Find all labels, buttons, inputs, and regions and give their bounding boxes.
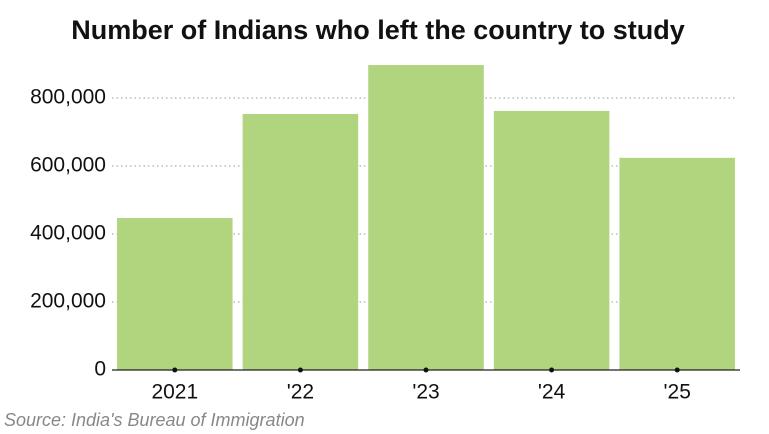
bar (368, 65, 484, 371)
x-tick-dot (172, 367, 178, 373)
bar (493, 110, 610, 371)
y-tick-label: 800,000 (30, 86, 106, 109)
x-tick-label: '23 (412, 381, 439, 404)
x-tick-dot (674, 367, 680, 373)
x-tick-dot (297, 367, 303, 373)
chart-title: Number of Indians who left the country t… (71, 15, 685, 45)
source: Source: India's Bureau of Immigration (4, 410, 305, 430)
bar (117, 218, 233, 370)
x-tick-label: 2021 (151, 381, 198, 404)
x-tick-dot (549, 367, 555, 373)
x-tick-label: '25 (664, 381, 691, 404)
y-tick-label: 600,000 (30, 154, 106, 177)
y-tick-label: 200,000 (30, 290, 106, 313)
y-tick-label: 400,000 (30, 222, 106, 245)
x-tick-dot (423, 367, 429, 373)
bar (619, 157, 735, 370)
x-tick-label: '22 (287, 381, 314, 404)
x-tick-label: '24 (538, 381, 566, 404)
bar (242, 113, 359, 370)
y-tick-label: 0 (94, 358, 106, 381)
